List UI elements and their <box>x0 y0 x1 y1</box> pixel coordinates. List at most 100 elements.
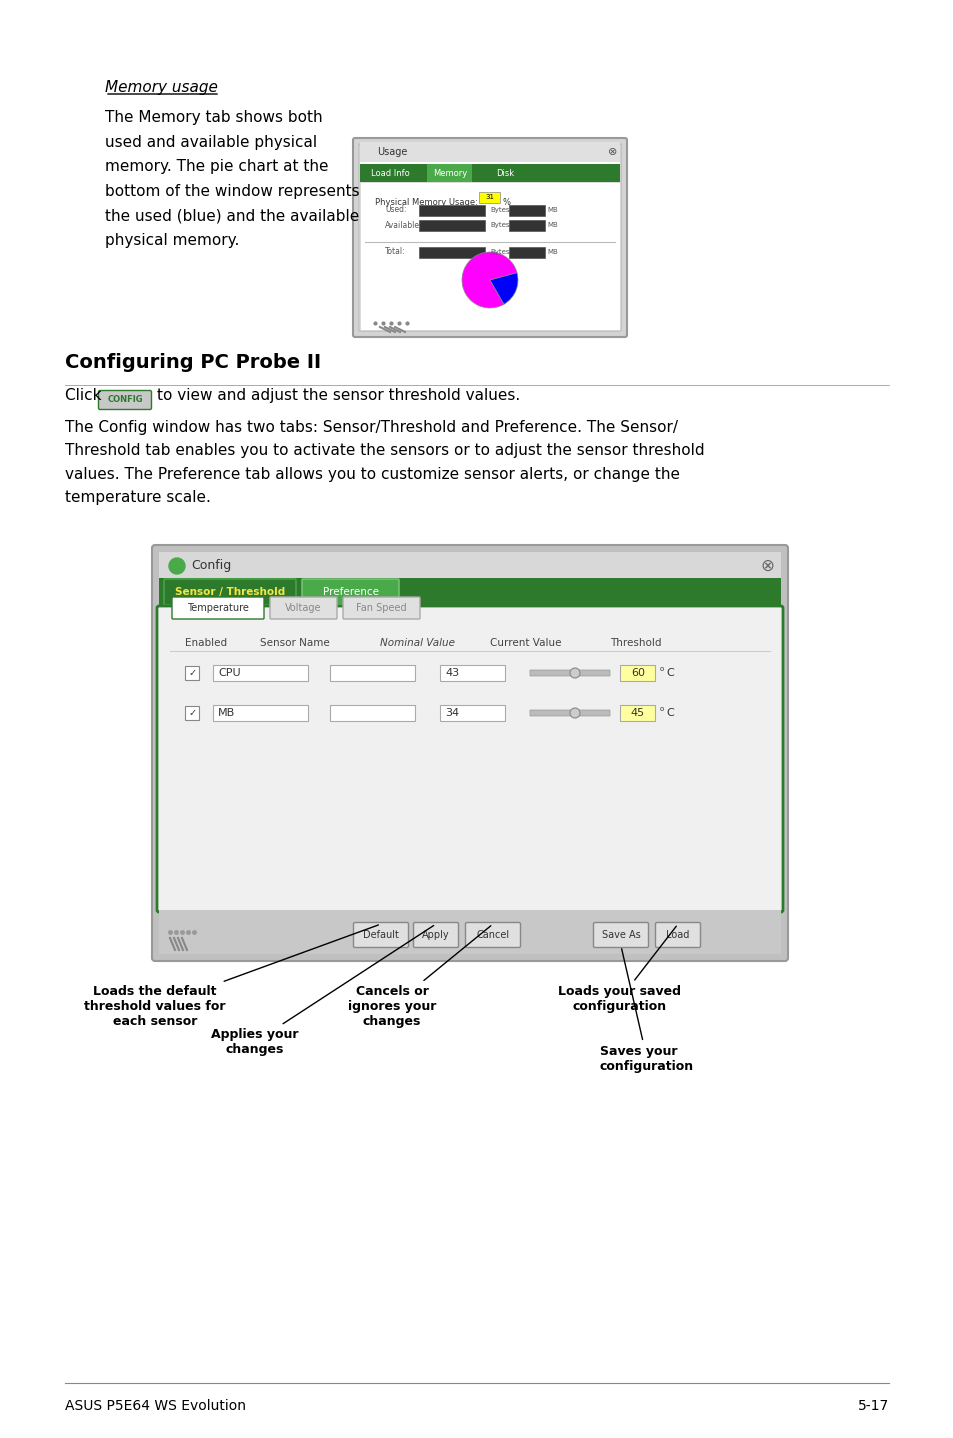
FancyBboxPatch shape <box>427 164 472 183</box>
Text: Enabled: Enabled <box>185 638 227 649</box>
Text: Config: Config <box>191 559 231 572</box>
FancyBboxPatch shape <box>413 923 458 948</box>
Text: Memory: Memory <box>433 168 467 177</box>
FancyBboxPatch shape <box>358 144 620 331</box>
Wedge shape <box>461 252 517 308</box>
FancyBboxPatch shape <box>185 666 199 680</box>
FancyBboxPatch shape <box>213 664 308 682</box>
Text: MB: MB <box>546 221 558 229</box>
Text: Disk: Disk <box>496 168 514 177</box>
FancyBboxPatch shape <box>157 605 782 912</box>
FancyBboxPatch shape <box>172 597 264 618</box>
Text: The Memory tab shows both
used and available physical
memory. The pie chart at t: The Memory tab shows both used and avail… <box>105 109 359 247</box>
Circle shape <box>569 669 579 677</box>
FancyBboxPatch shape <box>619 664 655 682</box>
Text: Loads the default
threshold values for
each sensor: Loads the default threshold values for e… <box>84 925 378 1028</box>
Text: Load Info: Load Info <box>370 168 409 177</box>
Text: C: C <box>665 669 673 677</box>
FancyBboxPatch shape <box>330 664 415 682</box>
Text: ✓: ✓ <box>189 707 197 718</box>
Text: Save As: Save As <box>601 930 639 940</box>
Text: 60: 60 <box>630 669 644 677</box>
FancyBboxPatch shape <box>353 138 626 336</box>
Text: Used:: Used: <box>385 206 406 214</box>
Text: 43: 43 <box>444 669 458 677</box>
FancyBboxPatch shape <box>159 910 781 953</box>
Text: ✓: ✓ <box>189 669 197 677</box>
FancyBboxPatch shape <box>530 670 609 676</box>
FancyBboxPatch shape <box>655 923 700 948</box>
Text: Total:: Total: <box>385 247 405 256</box>
FancyBboxPatch shape <box>164 580 295 605</box>
Text: Applies your
changes: Applies your changes <box>211 926 434 1055</box>
Text: ASUS P5E64 WS Evolution: ASUS P5E64 WS Evolution <box>65 1399 246 1414</box>
Text: 31: 31 <box>485 194 494 200</box>
FancyBboxPatch shape <box>359 183 619 329</box>
Text: Current Value: Current Value <box>490 638 561 649</box>
Text: Bytes: Bytes <box>490 249 509 255</box>
FancyBboxPatch shape <box>419 204 485 216</box>
FancyBboxPatch shape <box>185 706 199 720</box>
Text: Fan Speed: Fan Speed <box>355 603 406 613</box>
FancyBboxPatch shape <box>439 664 504 682</box>
Text: o: o <box>659 666 663 672</box>
FancyBboxPatch shape <box>439 705 504 720</box>
FancyBboxPatch shape <box>359 142 619 162</box>
Text: Cancel: Cancel <box>476 930 509 940</box>
Text: ⊗: ⊗ <box>760 557 773 575</box>
FancyBboxPatch shape <box>213 705 308 720</box>
FancyBboxPatch shape <box>465 923 520 948</box>
Text: CONFIG: CONFIG <box>107 395 143 404</box>
Text: Temperature: Temperature <box>187 603 249 613</box>
Text: Configuring PC Probe II: Configuring PC Probe II <box>65 352 321 372</box>
Text: Memory usage: Memory usage <box>105 81 217 95</box>
Text: o: o <box>659 706 663 712</box>
Text: Saves your
configuration: Saves your configuration <box>599 949 694 1073</box>
FancyBboxPatch shape <box>98 391 152 410</box>
Circle shape <box>169 558 185 574</box>
FancyBboxPatch shape <box>419 246 485 257</box>
FancyBboxPatch shape <box>479 191 500 203</box>
Text: Load: Load <box>665 930 689 940</box>
FancyBboxPatch shape <box>343 597 419 618</box>
FancyBboxPatch shape <box>593 923 648 948</box>
Text: Cancels or
ignores your
changes: Cancels or ignores your changes <box>348 926 491 1028</box>
Text: Loads your saved
configuration: Loads your saved configuration <box>558 926 680 1012</box>
Text: Apply: Apply <box>422 930 450 940</box>
Wedge shape <box>490 273 517 305</box>
Text: 45: 45 <box>630 707 644 718</box>
FancyBboxPatch shape <box>302 580 398 605</box>
FancyBboxPatch shape <box>152 545 787 961</box>
Text: MB: MB <box>218 707 235 718</box>
FancyBboxPatch shape <box>509 204 545 216</box>
Text: The Config window has two tabs: Sensor/Threshold and Preference. The Sensor/
Thr: The Config window has two tabs: Sensor/T… <box>65 420 704 505</box>
Text: C: C <box>665 707 673 718</box>
FancyBboxPatch shape <box>509 246 545 257</box>
FancyBboxPatch shape <box>159 578 781 605</box>
FancyBboxPatch shape <box>330 705 415 720</box>
FancyBboxPatch shape <box>619 705 655 720</box>
FancyBboxPatch shape <box>270 597 336 618</box>
FancyBboxPatch shape <box>419 220 485 230</box>
Text: Available:: Available: <box>385 220 422 230</box>
Text: Sensor Name: Sensor Name <box>260 638 330 649</box>
Text: Bytes: Bytes <box>490 221 509 229</box>
FancyBboxPatch shape <box>509 220 545 230</box>
Text: Click: Click <box>65 388 107 403</box>
Text: Bytes: Bytes <box>490 207 509 213</box>
FancyBboxPatch shape <box>354 923 408 948</box>
Text: MB: MB <box>546 207 558 213</box>
FancyBboxPatch shape <box>530 710 609 716</box>
Text: Physical Memory Usage:: Physical Memory Usage: <box>375 198 477 207</box>
FancyBboxPatch shape <box>359 164 619 183</box>
Text: MB: MB <box>546 249 558 255</box>
Text: Voltage: Voltage <box>285 603 321 613</box>
Circle shape <box>569 707 579 718</box>
Text: 5-17: 5-17 <box>857 1399 888 1414</box>
Text: Threshold: Threshold <box>609 638 660 649</box>
Text: to view and adjust the sensor threshold values.: to view and adjust the sensor threshold … <box>157 388 519 403</box>
Text: %: % <box>502 198 511 207</box>
Text: 34: 34 <box>444 707 458 718</box>
Text: Nominal Value: Nominal Value <box>379 638 455 649</box>
Text: Default: Default <box>363 930 398 940</box>
